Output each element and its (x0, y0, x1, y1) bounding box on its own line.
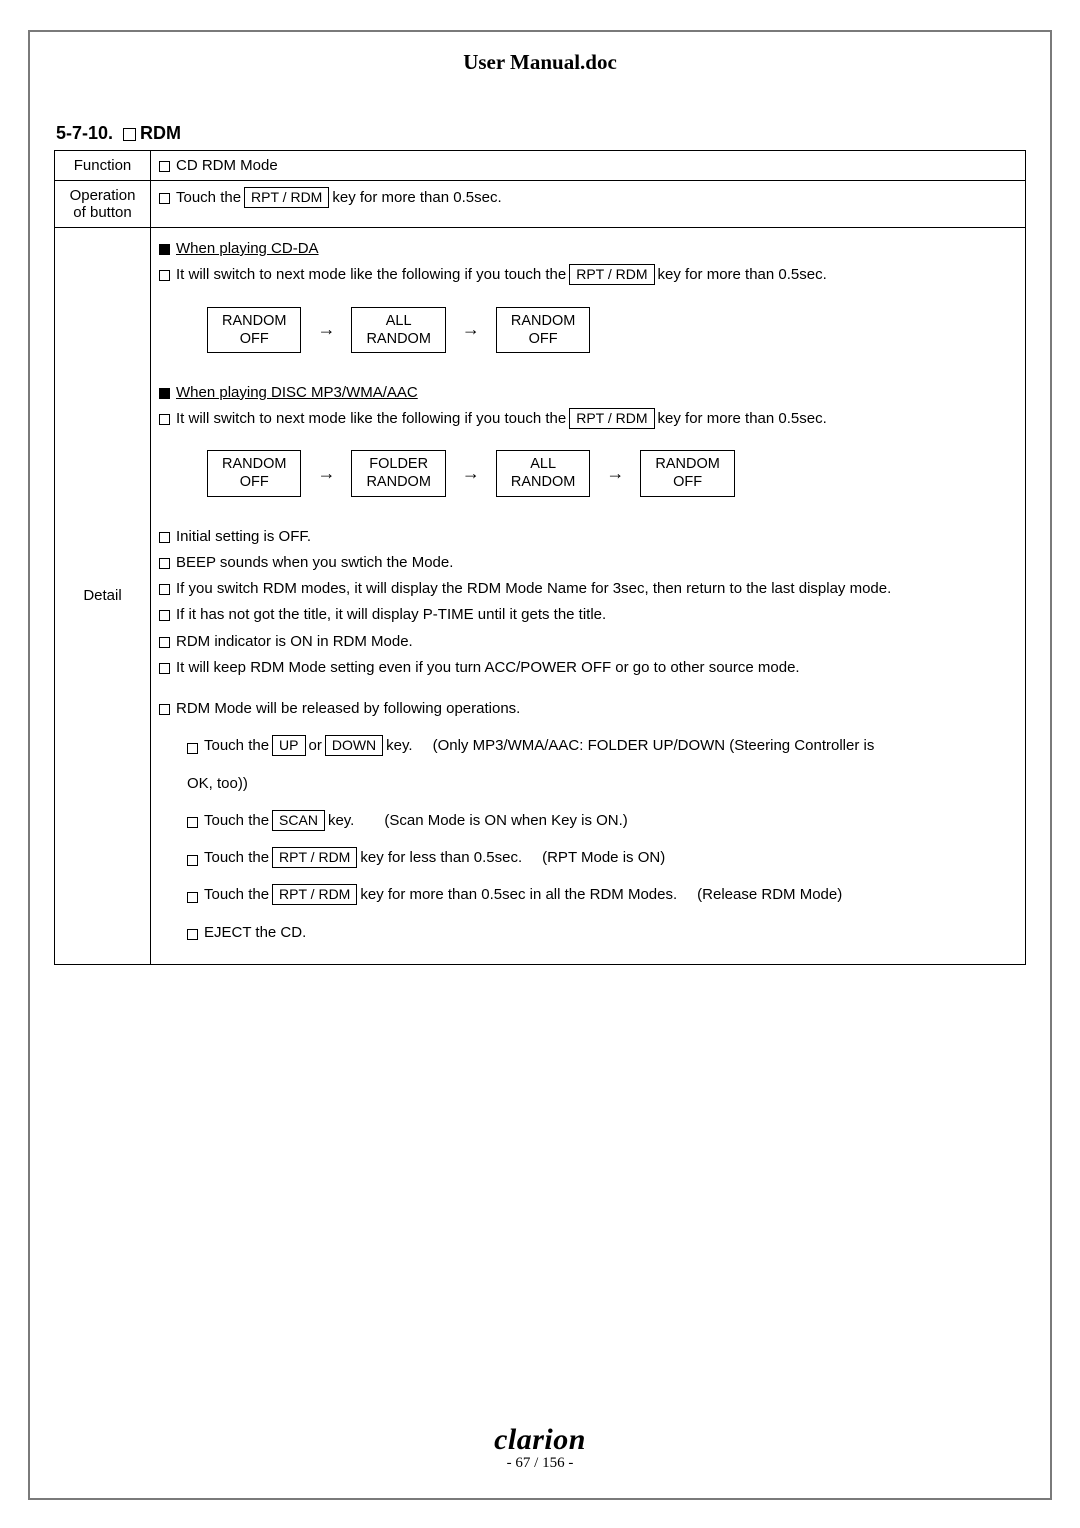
key-label: RPT / RDM (569, 408, 654, 429)
square-bullet-icon (159, 388, 170, 399)
text: Touch the (204, 809, 269, 832)
arrow-icon: → (462, 463, 480, 484)
key-label: RPT / RDM (272, 884, 357, 905)
checkbox-icon (187, 743, 198, 754)
key-label: DOWN (325, 735, 383, 756)
checkbox-icon (159, 193, 170, 204)
checkbox-icon (159, 663, 170, 674)
checkbox-icon (159, 270, 170, 281)
release-header: RDM Mode will be released by following o… (176, 697, 520, 720)
release-list: Touch the UP or DOWN key. (Only MP3/WMA/… (159, 734, 1017, 944)
arrow-icon: → (317, 463, 335, 484)
section-number: 5-7-10. (56, 123, 113, 144)
notes-list: Initial setting is OFF. BEEP sounds when… (159, 525, 1017, 680)
operation-cell: Touch the RPT / RDM key for more than 0.… (151, 181, 1026, 228)
key-label: RPT / RDM (272, 847, 357, 868)
text: key for more than 0.5sec. (332, 189, 501, 206)
checkbox-icon (187, 817, 198, 828)
checkbox-icon (159, 532, 170, 543)
brand-logo: clarion (30, 1423, 1050, 1457)
text: OK, too)) (187, 772, 1017, 795)
function-cell: CD RDM Mode (151, 151, 1026, 181)
section-title: RDM (140, 123, 181, 144)
checkbox-icon (159, 637, 170, 648)
note-text: It will keep RDM Mode setting even if yo… (176, 656, 800, 679)
checkbox-icon (187, 929, 198, 940)
flow-diagram-mp3: RANDOMOFF → FOLDERRANDOM → ALLRANDOM → R… (207, 450, 1017, 496)
text: EJECT the CD. (204, 921, 306, 944)
key-label: RPT / RDM (244, 187, 329, 208)
key-label: RPT / RDM (569, 264, 654, 285)
function-text: CD RDM Mode (176, 157, 278, 174)
text: (Only MP3/WMA/AAC: FOLDER UP/DOWN (Steer… (433, 734, 875, 757)
text: key. (328, 809, 354, 832)
arrow-icon: → (462, 319, 480, 340)
text: Touch the (204, 883, 269, 906)
flow-diagram-cdda: RANDOMOFF → ALLRANDOM → RANDOMOFF (207, 307, 1017, 353)
flow-node: FOLDERRANDOM (351, 450, 445, 496)
note-text: If you switch RDM modes, it will display… (176, 577, 891, 600)
note-text: BEEP sounds when you swtich the Mode. (176, 551, 453, 574)
section-heading: 5-7-10. RDM (56, 123, 1026, 144)
checkbox-icon (123, 128, 136, 141)
checkbox-icon (159, 414, 170, 425)
flow-node: RANDOMOFF (207, 450, 301, 496)
flow-node: RANDOMOFF (640, 450, 734, 496)
flow-node: RANDOMOFF (207, 307, 301, 353)
subheader: When playing DISC MP3/WMA/AAC (176, 381, 418, 404)
checkbox-icon (159, 558, 170, 569)
text: Touch the (204, 734, 269, 757)
page-footer: clarion - 67 / 156 - (30, 1423, 1050, 1472)
text: It will switch to next mode like the fol… (176, 263, 566, 286)
note-text: If it has not got the title, it will dis… (176, 603, 606, 626)
arrow-icon: → (317, 319, 335, 340)
checkbox-icon (187, 892, 198, 903)
square-bullet-icon (159, 244, 170, 255)
text: key for more than 0.5sec in all the RDM … (360, 883, 677, 906)
text: key for less than 0.5sec. (360, 846, 522, 869)
note-text: Initial setting is OFF. (176, 525, 311, 548)
text: key for more than 0.5sec. (658, 263, 827, 286)
key-label: UP (272, 735, 305, 756)
flow-node: ALLRANDOM (351, 307, 445, 353)
checkbox-icon (159, 704, 170, 715)
subheader: When playing CD-DA (176, 237, 319, 260)
checkbox-icon (159, 584, 170, 595)
row-header-function: Function (55, 151, 151, 181)
checkbox-icon (159, 161, 170, 172)
document-title: User Manual.doc (54, 50, 1026, 75)
text: (Scan Mode is ON when Key is ON.) (384, 809, 627, 832)
row-header-operation: Operation of button (55, 181, 151, 228)
text: or (309, 734, 322, 757)
text: Touch the (176, 189, 241, 206)
note-text: RDM indicator is ON in RDM Mode. (176, 630, 413, 653)
key-label: SCAN (272, 810, 325, 831)
checkbox-icon (159, 610, 170, 621)
checkbox-icon (187, 855, 198, 866)
text: Touch the (204, 846, 269, 869)
page-number: - 67 / 156 - (30, 1455, 1050, 1472)
text: It will switch to next mode like the fol… (176, 407, 566, 430)
text: key for more than 0.5sec. (658, 407, 827, 430)
row-header-detail: Detail (55, 228, 151, 965)
spec-table: Function CD RDM Mode Operation of button… (54, 150, 1026, 965)
text: (RPT Mode is ON) (542, 846, 665, 869)
flow-node: ALLRANDOM (496, 450, 590, 496)
arrow-icon: → (606, 463, 624, 484)
text: key. (386, 734, 412, 757)
flow-node: RANDOMOFF (496, 307, 590, 353)
detail-cell: When playing CD-DA It will switch to nex… (151, 228, 1026, 965)
text: (Release RDM Mode) (697, 883, 842, 906)
